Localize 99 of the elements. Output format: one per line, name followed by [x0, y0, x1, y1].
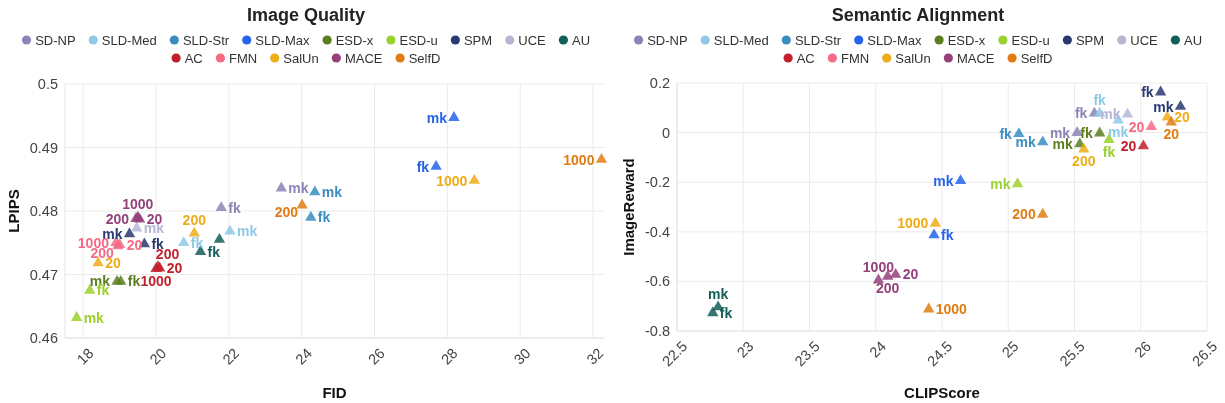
y-axis-title: ImageReward	[620, 158, 637, 256]
y-tick-label: 0.47	[29, 266, 58, 283]
y-tick-label: 0	[661, 124, 670, 141]
x-tick-label: 26	[365, 344, 388, 368]
annotation: fk	[317, 209, 331, 226]
legend-label: UCE	[518, 33, 547, 48]
y-tick-label: 0.49	[29, 139, 58, 156]
chart-title: Image Quality	[246, 5, 366, 25]
annotation: mk	[707, 285, 729, 302]
x-tick-label: 24	[866, 337, 890, 361]
annotation: 200	[1072, 153, 1096, 170]
annotation: 200	[274, 204, 299, 221]
legend-label: AC	[184, 51, 203, 66]
annotation: fk	[207, 243, 221, 260]
annotation: fk	[999, 125, 1013, 142]
annotation: mk	[1052, 136, 1074, 153]
x-tick-label: 25	[998, 337, 1022, 361]
annotation: fk	[719, 304, 733, 321]
legend-label: SLD-Med	[713, 33, 769, 48]
legend-label: SLD-Max	[255, 33, 311, 48]
x-tick-label: 28	[437, 344, 461, 368]
legend-label: SelfD	[1020, 51, 1053, 66]
legend-label: SLD-Med	[101, 33, 157, 48]
legend-label: SalUn	[895, 51, 931, 66]
x-tick-label: 30	[510, 344, 534, 368]
legend-label: SLD-Str	[182, 33, 230, 48]
annotation: mk	[83, 309, 105, 326]
legend-label: SLD-Str	[794, 33, 842, 48]
annotation: mk	[321, 183, 343, 200]
y-tick-label: 0.46	[29, 330, 58, 346]
annotation: mk	[1153, 98, 1174, 115]
x-tick-label: 26	[1131, 337, 1155, 361]
annotation: 1000	[935, 301, 968, 318]
chart-title: Semantic Alignment	[831, 5, 1005, 25]
y-tick-label: -0.8	[645, 323, 670, 339]
legend-label: UCE	[1130, 33, 1159, 48]
annotation: 1000	[122, 196, 154, 213]
x-tick-label: 20	[146, 344, 170, 368]
annotation: 20	[902, 266, 919, 283]
legend-label: SPM	[1075, 33, 1105, 48]
annotation: 200	[182, 212, 207, 229]
annotation: fk	[1102, 143, 1116, 160]
annotation: 20	[126, 236, 143, 253]
legend-label: MACE	[956, 51, 995, 66]
legend-label: ESD-x	[335, 33, 374, 48]
annotation: fk	[416, 158, 430, 175]
y-tick-label: 0.2	[649, 75, 670, 91]
annotation: 1000	[862, 259, 895, 276]
annotation: mk	[933, 172, 954, 189]
annotation: 20	[1128, 118, 1145, 135]
annotation: mk	[426, 109, 448, 126]
annotation: fk	[1093, 92, 1107, 109]
legend-label: SD-NP	[647, 33, 688, 48]
annotation: 200	[1012, 206, 1036, 223]
y-axis-title: LPIPS	[5, 189, 22, 233]
x-tick-label: 32	[583, 344, 607, 368]
annotation: fk	[941, 227, 954, 244]
annotation: 1000	[436, 172, 468, 189]
annotation: fk	[1074, 105, 1088, 122]
annotation: fk	[1141, 84, 1154, 101]
legend-label: SPM	[463, 33, 493, 48]
annotation: mk	[236, 223, 258, 240]
annotation: 20	[1163, 126, 1180, 143]
annotation: fk	[1080, 125, 1093, 142]
x-tick-label: 22	[219, 344, 243, 368]
legend-label: ESD-u	[1011, 33, 1050, 48]
legend-label: SLD-Max	[867, 33, 923, 48]
legend-label: ESD-x	[947, 33, 986, 48]
legend-label: FMN	[228, 51, 258, 66]
legend-label: AC	[796, 51, 815, 66]
x-axis-title: FID	[322, 384, 347, 401]
annotation: fk	[190, 234, 204, 251]
x-tick-label: 24	[292, 344, 316, 368]
annotation: mk	[1015, 134, 1036, 151]
annotation: 1000	[563, 151, 595, 168]
legend-label: FMN	[840, 51, 870, 66]
annotation: 200	[105, 210, 130, 227]
y-tick-label: -0.2	[645, 174, 670, 191]
y-tick-label: -0.4	[645, 223, 670, 240]
legend-label: MACE	[344, 51, 383, 66]
annotation: fk	[127, 273, 141, 290]
legend-label: AU	[571, 33, 591, 48]
legend-label: AU	[1183, 33, 1203, 48]
annotation: 20	[1174, 109, 1191, 126]
x-tick-label: 23	[733, 337, 757, 361]
legend-label: SD-NP	[35, 33, 76, 48]
annotation: mk	[990, 175, 1011, 192]
legend-label: SelfD	[408, 51, 441, 66]
legend-label: ESD-u	[399, 33, 438, 48]
legend-label: SalUn	[283, 51, 319, 66]
y-tick-label: -0.6	[645, 273, 670, 290]
annotation: 1000	[897, 215, 929, 232]
annotation: 200	[876, 280, 900, 297]
y-tick-label: 0.5	[37, 76, 58, 92]
x-axis-title: CLIPScore	[904, 384, 980, 401]
annotation: fk	[228, 199, 241, 216]
x-tick-label: 18	[73, 344, 97, 368]
y-tick-label: 0.48	[29, 203, 58, 219]
annotation: mk	[288, 180, 309, 197]
